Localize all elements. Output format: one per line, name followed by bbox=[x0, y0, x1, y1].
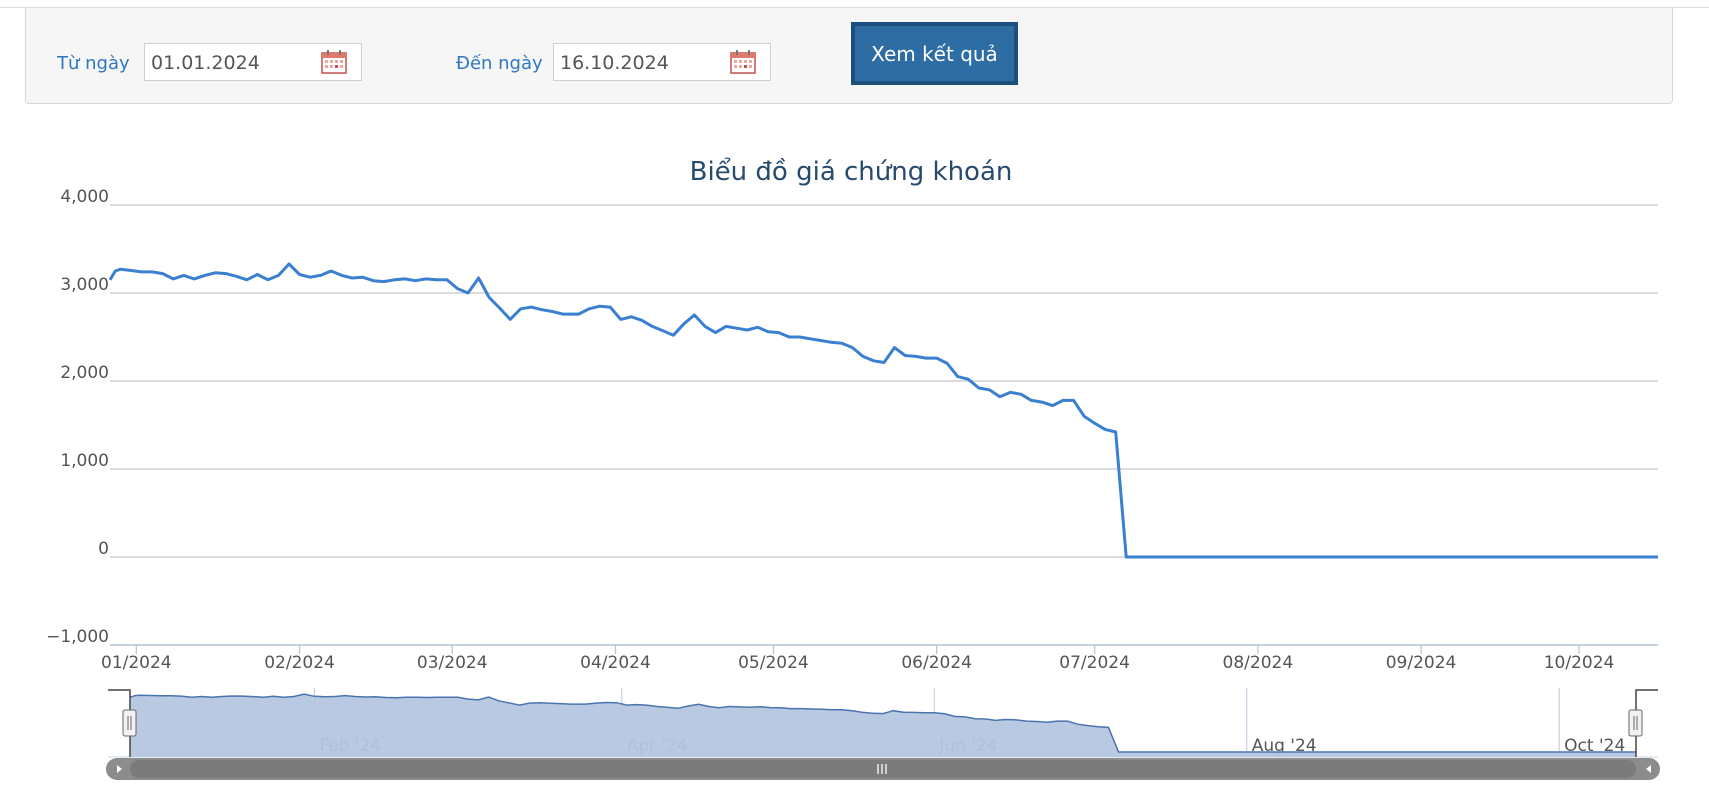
y-tick-label: −1,000 bbox=[46, 627, 109, 647]
to-date-field[interactable]: 16.10.2024 bbox=[553, 43, 771, 81]
scrollbar-thumb[interactable] bbox=[130, 760, 1636, 778]
price-series-line bbox=[108, 262, 1658, 559]
chart-title: Biểu đồ giá chứng khoán bbox=[690, 156, 1013, 187]
x-tick-label: 03/2024 bbox=[417, 653, 488, 673]
from-date-label: Từ ngày bbox=[57, 53, 130, 74]
x-tick-label: 07/2024 bbox=[1059, 653, 1130, 673]
navigator-label: Aug '24 bbox=[1252, 736, 1317, 756]
navigator-area bbox=[130, 694, 1636, 757]
x-tick-label: 09/2024 bbox=[1386, 653, 1457, 673]
scroll-left-arrow-icon[interactable] bbox=[117, 765, 122, 773]
x-tick-label: 10/2024 bbox=[1544, 653, 1615, 673]
y-tick-label: 3,000 bbox=[60, 275, 109, 295]
calendar-icon[interactable] bbox=[730, 50, 756, 78]
top-border bbox=[0, 0, 1709, 8]
navigator-handle[interactable] bbox=[1628, 709, 1643, 737]
calendar-icon[interactable] bbox=[321, 50, 347, 78]
x-tick-label: 06/2024 bbox=[901, 653, 972, 673]
from-date-field[interactable]: 01.01.2024 bbox=[144, 43, 362, 81]
date-filter-panel: Từ ngày 01.01.2024 Đến ngày 16.10.2024 bbox=[25, 8, 1673, 104]
navigator-label: Oct '24 bbox=[1564, 736, 1625, 756]
x-tick-label: 08/2024 bbox=[1223, 653, 1294, 673]
to-date-label: Đến ngày bbox=[456, 53, 543, 74]
y-tick-label: 1,000 bbox=[60, 451, 109, 471]
submit-button[interactable]: Xem kết quả bbox=[851, 22, 1018, 85]
from-date-value[interactable]: 01.01.2024 bbox=[151, 52, 260, 74]
x-tick-label: 04/2024 bbox=[580, 653, 651, 673]
y-tick-label: 4,000 bbox=[60, 187, 109, 207]
x-tick-label: 01/2024 bbox=[101, 653, 172, 673]
y-tick-label: 0 bbox=[98, 539, 109, 559]
y-tick-label: 2,000 bbox=[60, 363, 109, 383]
navigator-handle[interactable] bbox=[122, 709, 137, 737]
scroll-right-arrow-icon[interactable] bbox=[1646, 765, 1651, 773]
navigator-line bbox=[129, 693, 1636, 753]
x-tick-label: 05/2024 bbox=[738, 653, 809, 673]
x-tick-label: 02/2024 bbox=[264, 653, 335, 673]
to-date-value[interactable]: 16.10.2024 bbox=[560, 52, 669, 74]
